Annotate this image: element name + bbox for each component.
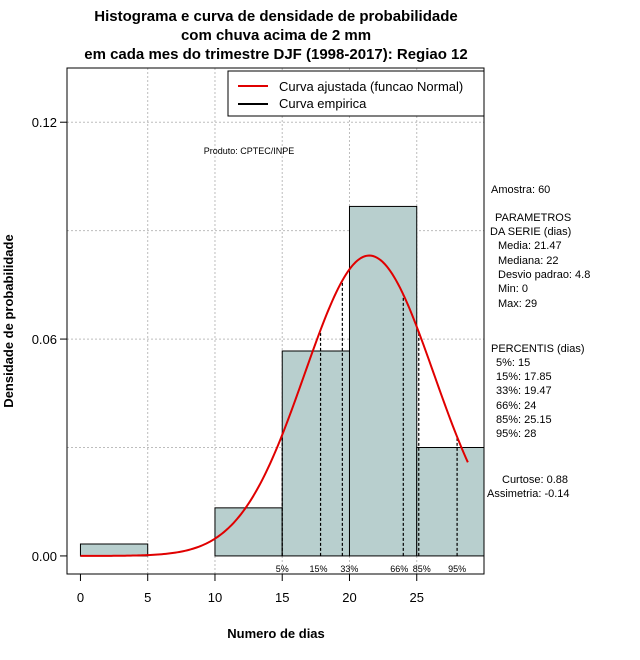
legend-fitted-label: Curva ajustada (funcao Normal) (279, 79, 463, 94)
percentile-15: 15%: 17.85 (496, 371, 552, 383)
sample-size: Amostra: 60 (491, 184, 550, 196)
percentile-95: 95%: 28 (496, 428, 536, 440)
percentile-33: 33%: 19.47 (496, 385, 552, 397)
percentile-label: 66% (390, 564, 408, 574)
percentile-label: 15% (310, 564, 328, 574)
param-sd: Desvio padrao: 4.8 (498, 269, 590, 281)
percentile-5: 5%: 15 (496, 357, 530, 369)
fitted-normal-curve (80, 254, 469, 557)
legend-empirical-label: Curva empirica (279, 96, 367, 111)
percentile-label: 95% (448, 564, 466, 574)
param-mean: Media: 21.47 (498, 240, 562, 252)
params-title-2: DA SERIE (dias) (490, 226, 571, 238)
x-tick-label: 5 (144, 590, 151, 605)
product-credit: Produto: CPTEC/INPE (204, 146, 295, 156)
y-axis-title: Densidade de probabilidade (1, 234, 16, 407)
histogram-bar (281, 350, 350, 557)
y-tick-label: 0.12 (32, 115, 57, 130)
percentile-label: 5% (276, 564, 289, 574)
y-axis: 0.00 0.06 0.12 (32, 115, 68, 564)
stats-panel: Amostra: 60 PARAMETROS DA SERIE (dias) M… (487, 184, 590, 500)
percentiles-title: PERCENTIS (dias) (491, 343, 585, 355)
percentile-labels: 5% 15% 33% 66% 85% 95% (276, 564, 466, 574)
legend-box (227, 70, 485, 117)
x-axis: 0 5 10 15 20 25 (77, 573, 424, 605)
x-tick-label: 25 (410, 590, 424, 605)
kurtosis: Curtose: 0.88 (502, 474, 568, 486)
histogram-bar (416, 447, 485, 557)
histogram-bar (348, 205, 418, 557)
y-tick-label: 0.00 (32, 549, 57, 564)
x-tick-label: 15 (275, 590, 289, 605)
param-min: Min: 0 (498, 283, 528, 295)
percentile-label: 85% (413, 564, 431, 574)
histogram-bar (214, 507, 283, 557)
histogram-bars (79, 205, 485, 557)
param-max: Max: 29 (498, 298, 537, 310)
histogram-bar (79, 543, 149, 557)
legend: Curva ajustada (funcao Normal) Curva emp… (227, 70, 485, 117)
skewness: Assimetria: -0.14 (487, 488, 570, 500)
chart-title-line-1: Histograma e curva de densidade de proba… (94, 8, 457, 25)
chart-title-line-3: em cada mes do trimestre DJF (1998-2017)… (84, 46, 468, 63)
y-tick-label: 0.06 (32, 332, 57, 347)
percentile-label: 33% (340, 564, 358, 574)
x-tick-label: 10 (208, 590, 222, 605)
param-median: Mediana: 22 (498, 255, 559, 267)
params-title-1: PARAMETROS (495, 212, 571, 224)
percentile-66: 66%: 24 (496, 400, 536, 412)
chart-title-line-2: com chuva acima de 2 mm (181, 27, 371, 44)
x-tick-label: 0 (77, 590, 84, 605)
x-tick-label: 20 (342, 590, 356, 605)
percentile-85: 85%: 25.15 (496, 414, 552, 426)
x-axis-title: Numero de dias (227, 626, 325, 641)
percentile-lines (281, 280, 458, 556)
